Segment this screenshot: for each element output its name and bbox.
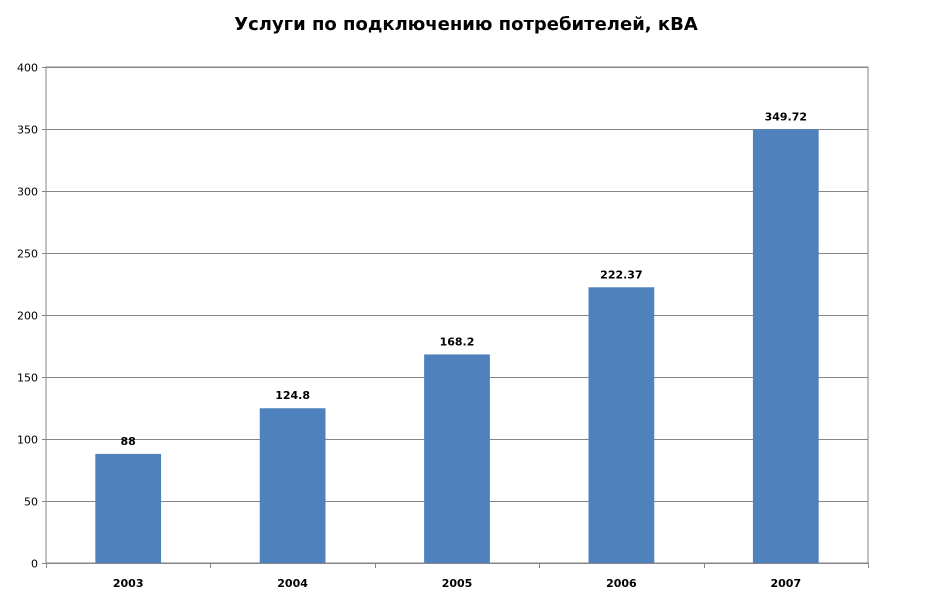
y-tick-label: 300 [17, 186, 38, 199]
data-label-2007: 349.72 [765, 110, 807, 123]
bar-2007 [752, 129, 819, 563]
data-label-2006: 222.37 [600, 268, 642, 281]
bars [95, 129, 819, 563]
x-tick-label: 2003 [113, 577, 144, 590]
y-tick-label: 150 [17, 372, 38, 385]
y-tick-label: 200 [17, 310, 38, 323]
data-label-2004: 124.8 [275, 389, 310, 402]
y-tick-label: 50 [24, 496, 38, 509]
x-tick-label: 2005 [442, 577, 473, 590]
bar-2004 [259, 408, 326, 563]
x-tick-label: 2007 [770, 577, 801, 590]
data-label-2005: 168.2 [440, 335, 475, 348]
y-tick-label: 100 [17, 434, 38, 447]
bar-2006 [588, 287, 655, 563]
data-labels: 88 124.8 168.2 222.37 349.72 [121, 110, 807, 448]
data-label-2003: 88 [121, 435, 136, 448]
gridlines [46, 67, 868, 502]
y-tick-label: 0 [31, 558, 38, 571]
bar-2005 [424, 354, 490, 563]
bar-2003 [95, 453, 162, 563]
y-tick-label: 250 [17, 248, 38, 261]
x-tick-label: 2004 [277, 577, 308, 590]
y-axis: 0 50 100 150 200 250 300 350 400 [17, 62, 46, 571]
y-tick-label: 400 [17, 62, 38, 75]
y-tick-label: 350 [17, 124, 38, 137]
chart-title: Услуги по подключению потребителей, кВА [234, 14, 698, 35]
x-axis: 2003 2004 2005 2006 2007 [46, 563, 869, 590]
x-tick-label: 2006 [606, 577, 637, 590]
